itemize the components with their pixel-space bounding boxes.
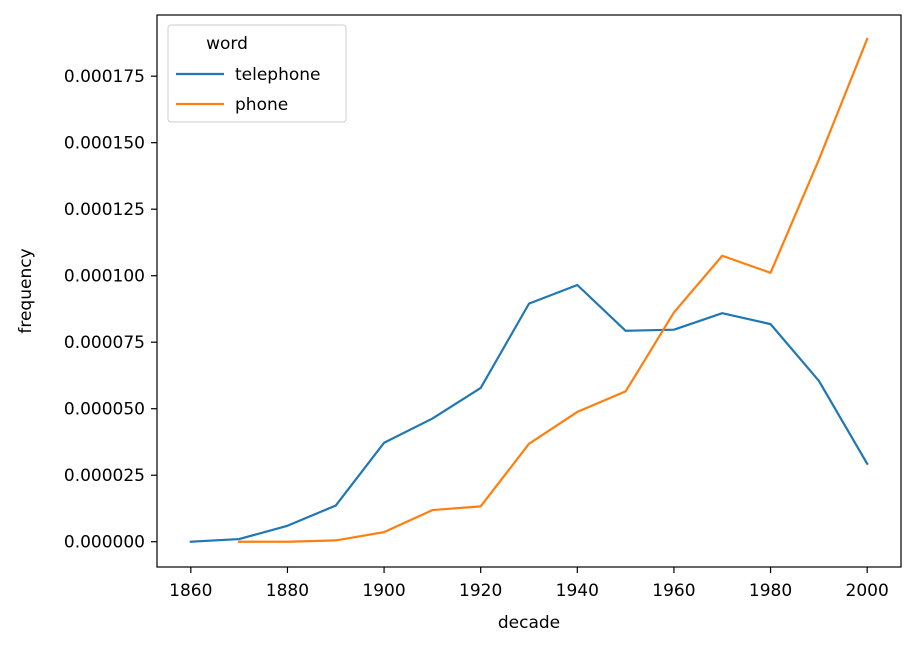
y-tick-label: 0.000150 bbox=[64, 134, 145, 154]
legend-entries: telephone phone bbox=[176, 65, 321, 115]
x-tick-label: 1880 bbox=[266, 581, 309, 601]
x-axis-ticks: 1860 1880 1900 1920 1940 1960 1980 2000 bbox=[169, 567, 889, 601]
y-tick-label: 0.000000 bbox=[64, 533, 145, 553]
legend: word telephone phone bbox=[167, 24, 347, 123]
y-tick-label: 0.000100 bbox=[64, 267, 145, 287]
x-tick-label: 1940 bbox=[556, 581, 599, 601]
legend-label-phone: phone bbox=[235, 95, 288, 115]
y-tick-label: 0.000075 bbox=[64, 333, 145, 353]
x-tick-label: 1980 bbox=[749, 581, 792, 601]
x-tick-label: 1900 bbox=[362, 581, 405, 601]
y-tick-label: 0.000025 bbox=[64, 466, 145, 486]
y-tick-label: 0.000050 bbox=[64, 400, 145, 420]
legend-title: word bbox=[206, 34, 248, 54]
series-line-phone bbox=[238, 37, 869, 543]
series-layer bbox=[189, 37, 869, 543]
plot-area-frame bbox=[156, 14, 902, 568]
x-tick-label: 1920 bbox=[459, 581, 502, 601]
x-tick-label: 2000 bbox=[846, 581, 889, 601]
x-tick-label: 1960 bbox=[652, 581, 695, 601]
y-axis-label: frequency bbox=[16, 248, 36, 333]
legend-box bbox=[167, 24, 347, 123]
y-tick-label: 0.000175 bbox=[64, 67, 145, 87]
x-tick-label: 1860 bbox=[169, 581, 212, 601]
y-axis-ticks: 0.000000 0.000025 0.000050 0.000075 0.000100… bbox=[64, 67, 157, 553]
x-axis-label: decade bbox=[498, 613, 560, 633]
legend-label-telephone: telephone bbox=[235, 65, 321, 85]
y-tick-label: 0.000125 bbox=[64, 200, 145, 220]
series-line-telephone bbox=[189, 283, 869, 543]
